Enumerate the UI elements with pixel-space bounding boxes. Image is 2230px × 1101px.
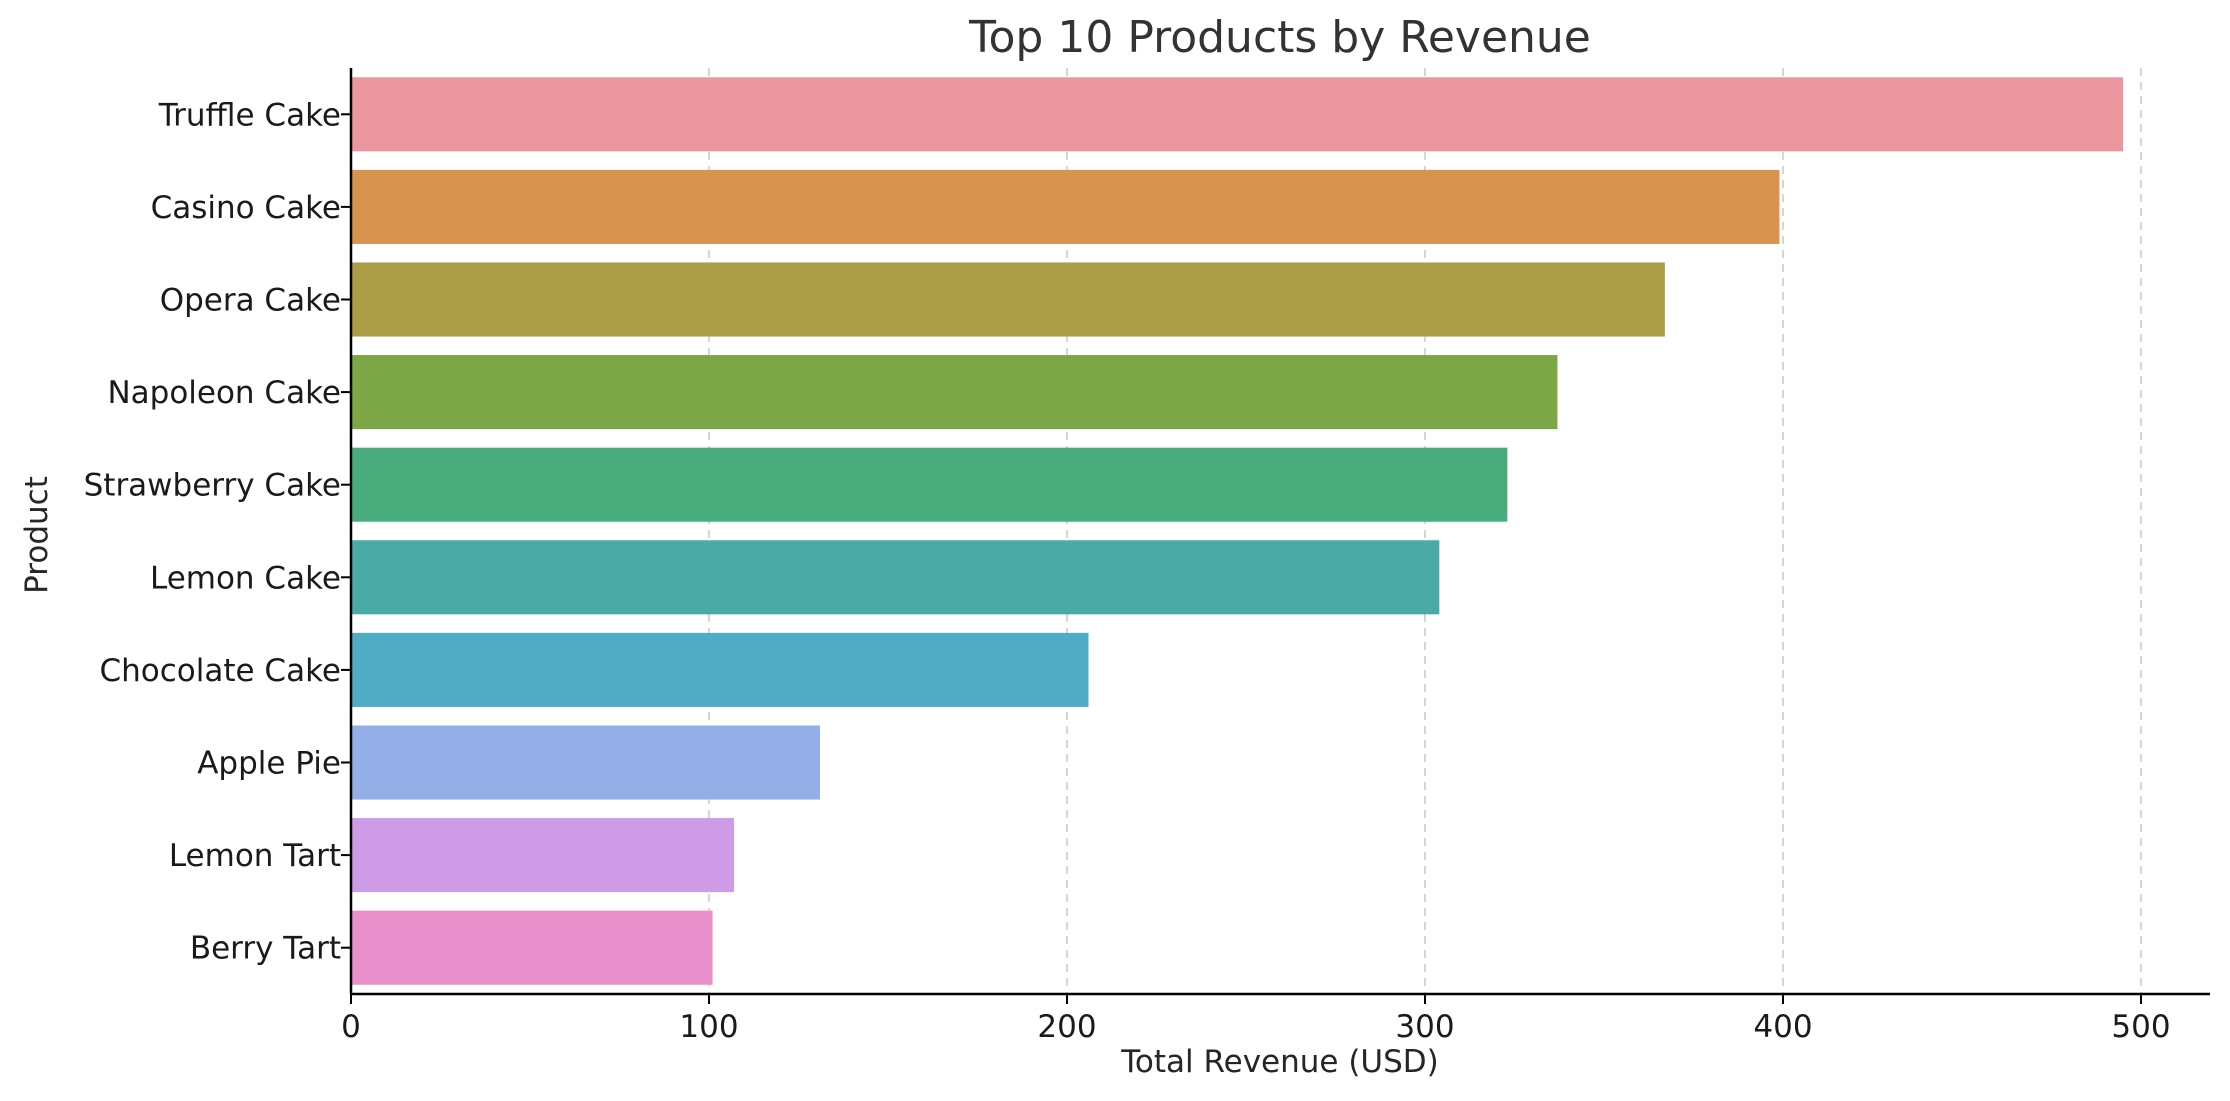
bar [351,77,2124,152]
x-tick-label: 200 [1037,1009,1096,1045]
bar [351,169,1780,244]
bar [351,262,1665,337]
y-ticks: Truffle Cake Casino Cake Opera Cake Napoleo… [84,97,351,967]
y-tick-label: Opera Cake [160,283,341,319]
x-ticks: 0 100 200 300 400 500 [341,994,2171,1045]
bar [351,910,713,985]
y-tick-label: Lemon Cake [150,560,341,596]
chart-title: Top 10 Products by Revenue [968,12,1591,63]
y-tick-label: Strawberry Cake [84,468,341,504]
x-axis-label: Total Revenue (USD) [1120,1044,1439,1080]
y-tick-label: Napoleon Cake [107,375,341,411]
x-tick-label: 100 [679,1009,738,1045]
x-tick-label: 300 [1395,1009,1454,1045]
y-tick-label: Chocolate Cake [99,653,341,689]
y-tick-label: Berry Tart [190,931,341,967]
bar [351,725,820,800]
y-tick-label: Apple Pie [197,746,341,782]
x-tick-label: 400 [1753,1009,1812,1045]
y-tick-label: Lemon Tart [169,838,341,874]
bar [351,540,1440,615]
bar [351,355,1558,430]
bar [351,632,1089,707]
y-tick-label: Truffle Cake [158,97,341,133]
y-tick-label: Casino Cake [151,190,341,226]
x-tick-label: 0 [341,1009,361,1045]
y-axis-label: Product [19,476,55,594]
bar [351,818,735,893]
bars [351,77,2124,985]
bar [351,447,1508,522]
x-tick-label: 500 [2111,1009,2170,1045]
